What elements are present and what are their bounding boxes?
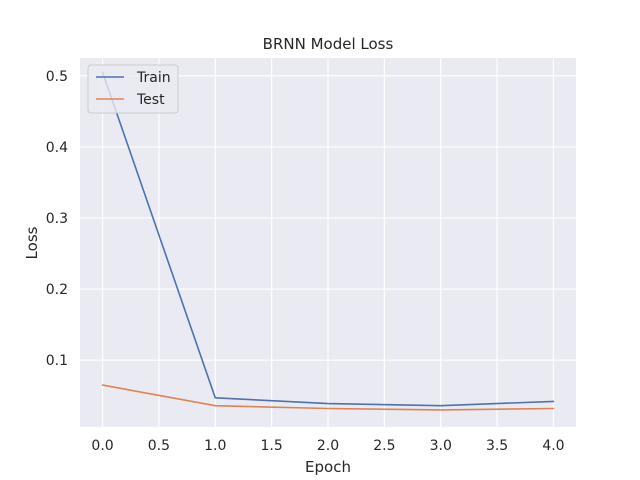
y-tick-label: 0.1	[46, 353, 68, 369]
legend: Train Test	[87, 64, 179, 114]
y-tick-label: 0.2	[46, 282, 68, 298]
chart-title: BRNN Model Loss	[263, 35, 394, 53]
x-tick-label: 1.5	[261, 438, 283, 454]
x-tick-labels: 0.0 0.5 1.0 1.5 2.0 2.5 3.0 3.5 4.0	[91, 438, 564, 454]
series-lines	[101, 71, 555, 411]
y-tick-label: 0.3	[46, 211, 68, 227]
series-line-test	[101, 384, 555, 411]
series-line-train	[101, 71, 555, 407]
x-tick-label: 0.0	[91, 438, 113, 454]
y-axis-label: Loss	[23, 226, 41, 259]
y-tick-label: 0.4	[46, 140, 68, 156]
legend-label-test: Test	[136, 92, 165, 108]
x-tick-label: 1.0	[204, 438, 226, 454]
x-tick-label: 3.5	[486, 438, 508, 454]
legend-label-train: Train	[136, 70, 171, 86]
x-tick-label: 0.5	[148, 438, 170, 454]
y-tick-label: 0.5	[46, 69, 68, 85]
x-tick-label: 4.0	[542, 438, 564, 454]
x-axis-label: Epoch	[305, 458, 351, 476]
grid	[80, 58, 576, 427]
x-tick-label: 2.5	[373, 438, 395, 454]
x-tick-label: 3.0	[430, 438, 452, 454]
x-tick-label: 2.0	[317, 438, 339, 454]
y-tick-labels: 0.1 0.2 0.3 0.4 0.5	[46, 69, 68, 369]
